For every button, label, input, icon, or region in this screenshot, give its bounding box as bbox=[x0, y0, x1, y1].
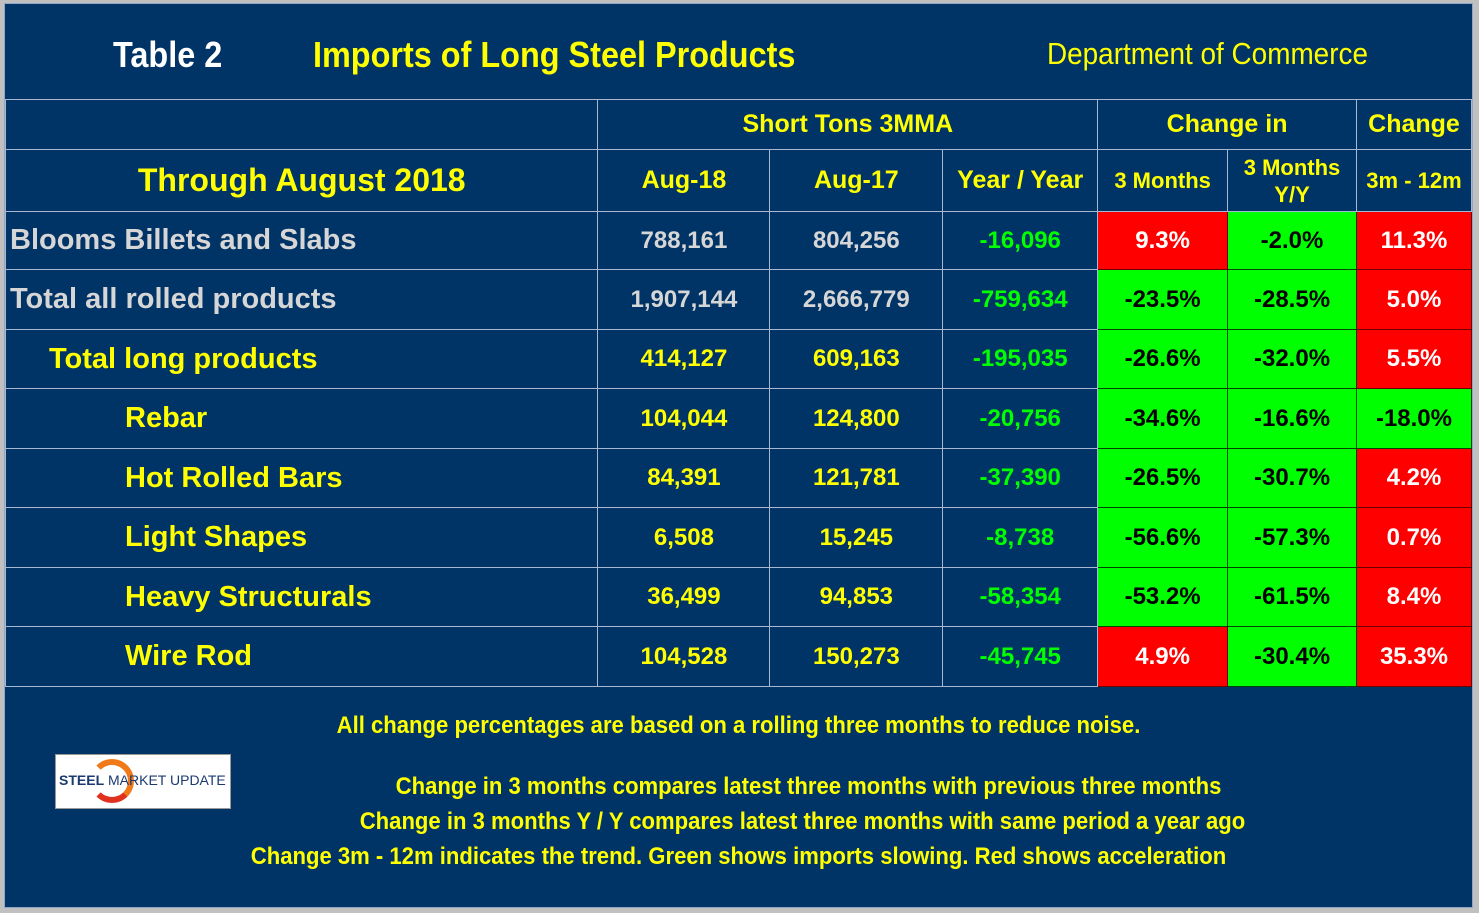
col-3m-yy: 3 Months Y/Y bbox=[1227, 149, 1357, 212]
value-aug17: 15,245 bbox=[769, 507, 944, 568]
table-row: Heavy Structurals 36,499 94,853 -58,354 -53.… bbox=[4, 567, 1473, 627]
product-name: Blooms Billets and Slabs bbox=[4, 211, 599, 270]
col-3m-yy-line1: 3 Months bbox=[1243, 154, 1341, 180]
change-3m: -34.6% bbox=[1097, 388, 1229, 449]
product-name: Total long products bbox=[4, 329, 599, 389]
col-3m-yy-line2: Y/Y bbox=[1274, 181, 1310, 207]
change-3m-12m: 35.3% bbox=[1355, 626, 1473, 687]
table-frame: Table 2 Imports of Long Steel Products D… bbox=[4, 3, 1473, 908]
footer-note-4: Change 3m - 12m indicates the trend. Gre… bbox=[250, 843, 1227, 870]
value-yoy: -759,634 bbox=[942, 269, 1099, 330]
change-3m-yy: -16.6% bbox=[1227, 388, 1357, 449]
main-title: Imports of Long Steel Products bbox=[313, 34, 796, 75]
table-row: Total long products 414,127 609,163 -195,03… bbox=[4, 329, 1473, 389]
table-row: Hot Rolled Bars 84,391 121,781 -37,390 -26.5… bbox=[4, 448, 1473, 508]
footer-note-1: All change percentages are based on a ro… bbox=[336, 712, 1141, 739]
header-empty-cell bbox=[4, 99, 599, 150]
change-3m-yy: -32.0% bbox=[1227, 329, 1357, 389]
value-yoy: -16,096 bbox=[942, 211, 1099, 270]
logo-text-rest: MARKET UPDATE bbox=[104, 772, 226, 788]
change-3m: 9.3% bbox=[1097, 211, 1229, 270]
steel-market-update-logo: STEEL MARKET UPDATE bbox=[55, 754, 231, 809]
value-yoy: -20,756 bbox=[942, 388, 1099, 449]
change-3m: -53.2% bbox=[1097, 567, 1229, 627]
change-3m-12m: 0.7% bbox=[1355, 507, 1473, 568]
product-name: Wire Rod bbox=[4, 626, 599, 687]
table-row: Rebar 104,044 124,800 -20,756 -34.6% -16.6% -1… bbox=[4, 388, 1473, 449]
value-aug18: 104,528 bbox=[597, 626, 771, 687]
product-name: Rebar bbox=[4, 388, 599, 449]
logo-arc-icon bbox=[90, 759, 134, 803]
change-3m-12m: 5.0% bbox=[1355, 269, 1473, 330]
value-aug18: 414,127 bbox=[597, 329, 771, 389]
value-aug18: 84,391 bbox=[597, 448, 771, 508]
col-3m-12m: 3m - 12m bbox=[1355, 149, 1473, 212]
value-aug17: 94,853 bbox=[769, 567, 944, 627]
change-3m: -23.5% bbox=[1097, 269, 1229, 330]
value-yoy: -8,738 bbox=[942, 507, 1099, 568]
value-yoy: -195,035 bbox=[942, 329, 1099, 389]
value-aug17: 121,781 bbox=[769, 448, 944, 508]
value-aug18: 104,044 bbox=[597, 388, 771, 449]
period-label: Through August 2018 bbox=[4, 149, 599, 212]
change-3m: -26.5% bbox=[1097, 448, 1229, 508]
footer-note-3: Change in 3 months Y / Y compares latest… bbox=[359, 808, 1246, 835]
footer-note-2: Change in 3 months compares latest three… bbox=[395, 773, 1222, 800]
product-name: Light Shapes bbox=[4, 507, 599, 568]
logo-text-bold: STEEL bbox=[59, 772, 105, 788]
table-row: Total all rolled products 1,907,144 2,666,… bbox=[4, 269, 1473, 330]
change-3m-yy: -61.5% bbox=[1227, 567, 1357, 627]
logo-text: STEEL MARKET UPDATE bbox=[59, 772, 226, 788]
change-3m-12m: 4.2% bbox=[1355, 448, 1473, 508]
col-aug17: Aug-17 bbox=[769, 149, 944, 212]
change-3m-yy: -30.4% bbox=[1227, 626, 1357, 687]
change-3m-12m: -18.0% bbox=[1355, 388, 1473, 449]
change-3m-yy: -30.7% bbox=[1227, 448, 1357, 508]
change-3m-12m: 11.3% bbox=[1355, 211, 1473, 270]
table-row: Wire Rod 104,528 150,273 -45,745 4.9% -30.4% 3… bbox=[4, 626, 1473, 687]
product-name: Total all rolled products bbox=[4, 269, 599, 330]
group-short-tons: Short Tons 3MMA bbox=[597, 99, 1099, 150]
product-name: Hot Rolled Bars bbox=[4, 448, 599, 508]
group-change-in: Change in bbox=[1097, 99, 1357, 150]
imports-table: Short Tons 3MMA Change in Change Through… bbox=[4, 99, 1473, 687]
title-row: Table 2 Imports of Long Steel Products D… bbox=[5, 4, 1472, 99]
table-row: Blooms Billets and Slabs 788,161 804,256 -1… bbox=[4, 211, 1473, 270]
col-3m: 3 Months bbox=[1097, 149, 1229, 212]
group-change: Change bbox=[1355, 99, 1473, 150]
value-yoy: -58,354 bbox=[942, 567, 1099, 627]
value-aug17: 804,256 bbox=[769, 211, 944, 270]
value-aug17: 2,666,779 bbox=[769, 269, 944, 330]
change-3m-yy: -28.5% bbox=[1227, 269, 1357, 330]
value-aug18: 1,907,144 bbox=[597, 269, 771, 330]
change-3m: -56.6% bbox=[1097, 507, 1229, 568]
change-3m-12m: 8.4% bbox=[1355, 567, 1473, 627]
product-name: Heavy Structurals bbox=[4, 567, 599, 627]
value-aug18: 36,499 bbox=[597, 567, 771, 627]
value-aug17: 150,273 bbox=[769, 626, 944, 687]
change-3m-yy: -2.0% bbox=[1227, 211, 1357, 270]
col-yoy: Year / Year bbox=[942, 149, 1099, 212]
value-aug17: 609,163 bbox=[769, 329, 944, 389]
change-3m: -26.6% bbox=[1097, 329, 1229, 389]
header-group-row: Short Tons 3MMA Change in Change bbox=[4, 99, 1473, 150]
value-yoy: -37,390 bbox=[942, 448, 1099, 508]
table-label: Table 2 bbox=[113, 34, 223, 75]
source-label: Department of Commerce bbox=[1047, 36, 1368, 71]
header-column-row: Through August 2018 Aug-18 Aug-17 Year /… bbox=[4, 149, 1473, 212]
change-3m-12m: 5.5% bbox=[1355, 329, 1473, 389]
col-aug18: Aug-18 bbox=[597, 149, 771, 212]
value-aug18: 788,161 bbox=[597, 211, 771, 270]
value-aug17: 124,800 bbox=[769, 388, 944, 449]
table-row: Light Shapes 6,508 15,245 -8,738 -56.6% -57.3… bbox=[4, 507, 1473, 568]
value-yoy: -45,745 bbox=[942, 626, 1099, 687]
change-3m-yy: -57.3% bbox=[1227, 507, 1357, 568]
change-3m: 4.9% bbox=[1097, 626, 1229, 687]
value-aug18: 6,508 bbox=[597, 507, 771, 568]
